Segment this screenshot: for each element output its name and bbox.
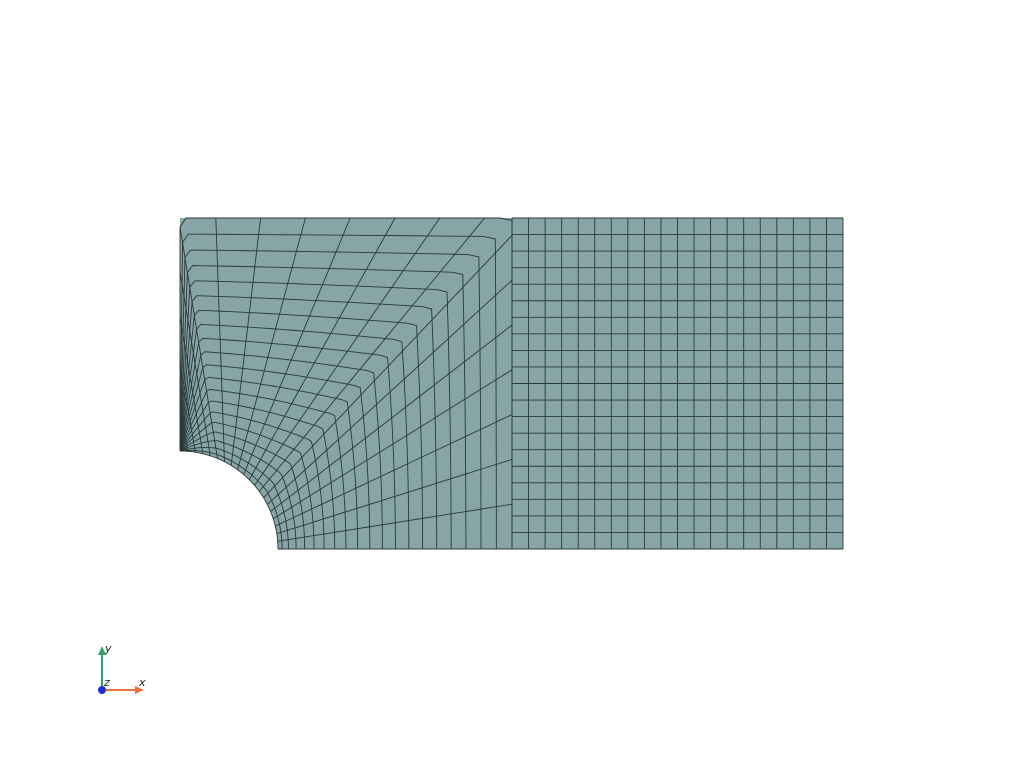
- mesh-arc-line: [179, 431, 306, 550]
- mesh-arc-line: [179, 295, 438, 550]
- z-axis-dot: [98, 686, 106, 694]
- mesh-arc-line: [179, 280, 452, 550]
- mesh-arc-line: [179, 450, 279, 550]
- mesh-arc-line: [179, 421, 315, 550]
- mesh-arc-line: [179, 376, 359, 550]
- y-axis-label: y: [104, 642, 112, 655]
- mesh-arc-line: [179, 447, 289, 550]
- mesh-arc-line: [179, 265, 467, 549]
- mesh-arc-line: [179, 364, 371, 550]
- mesh-arc-line: [179, 249, 482, 550]
- x-axis-label: x: [138, 676, 146, 689]
- mesh-arc-line: [179, 351, 383, 550]
- mesh-arc-line: [179, 400, 336, 550]
- mesh-arc-line: [179, 324, 410, 550]
- mesh-arc-line: [179, 388, 347, 550]
- mesh-arc-line: [179, 411, 325, 550]
- mesh-arc-line: [179, 450, 283, 550]
- mesh-arc-line: [179, 309, 424, 550]
- mesh-arc-line: [179, 337, 396, 550]
- mesh-edges: [179, 217, 844, 550]
- x-axis-arrowhead: [135, 686, 144, 694]
- plate-with-hole-mesh: [179, 217, 844, 550]
- orientation-axes-widget: y z x: [98, 642, 146, 694]
- mesh-arc-line: [179, 233, 497, 549]
- z-axis-label: z: [103, 676, 110, 689]
- mesh-arc-line: [179, 440, 297, 550]
- y-axis-arrowhead: [98, 646, 106, 655]
